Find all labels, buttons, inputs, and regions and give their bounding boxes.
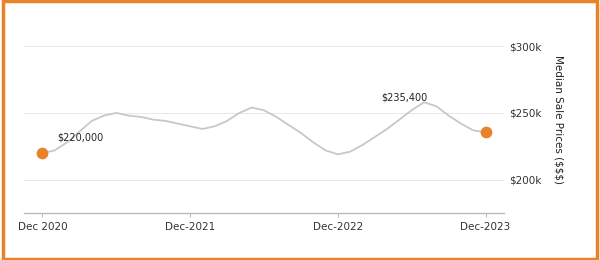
Text: $220,000: $220,000 (57, 132, 103, 142)
Point (481, 130, 490, 134)
Point (38, 151, 47, 155)
Y-axis label: Median Sale Prices ($$$): Median Sale Prices ($$$) (553, 55, 563, 184)
Text: $235,400: $235,400 (381, 92, 427, 102)
